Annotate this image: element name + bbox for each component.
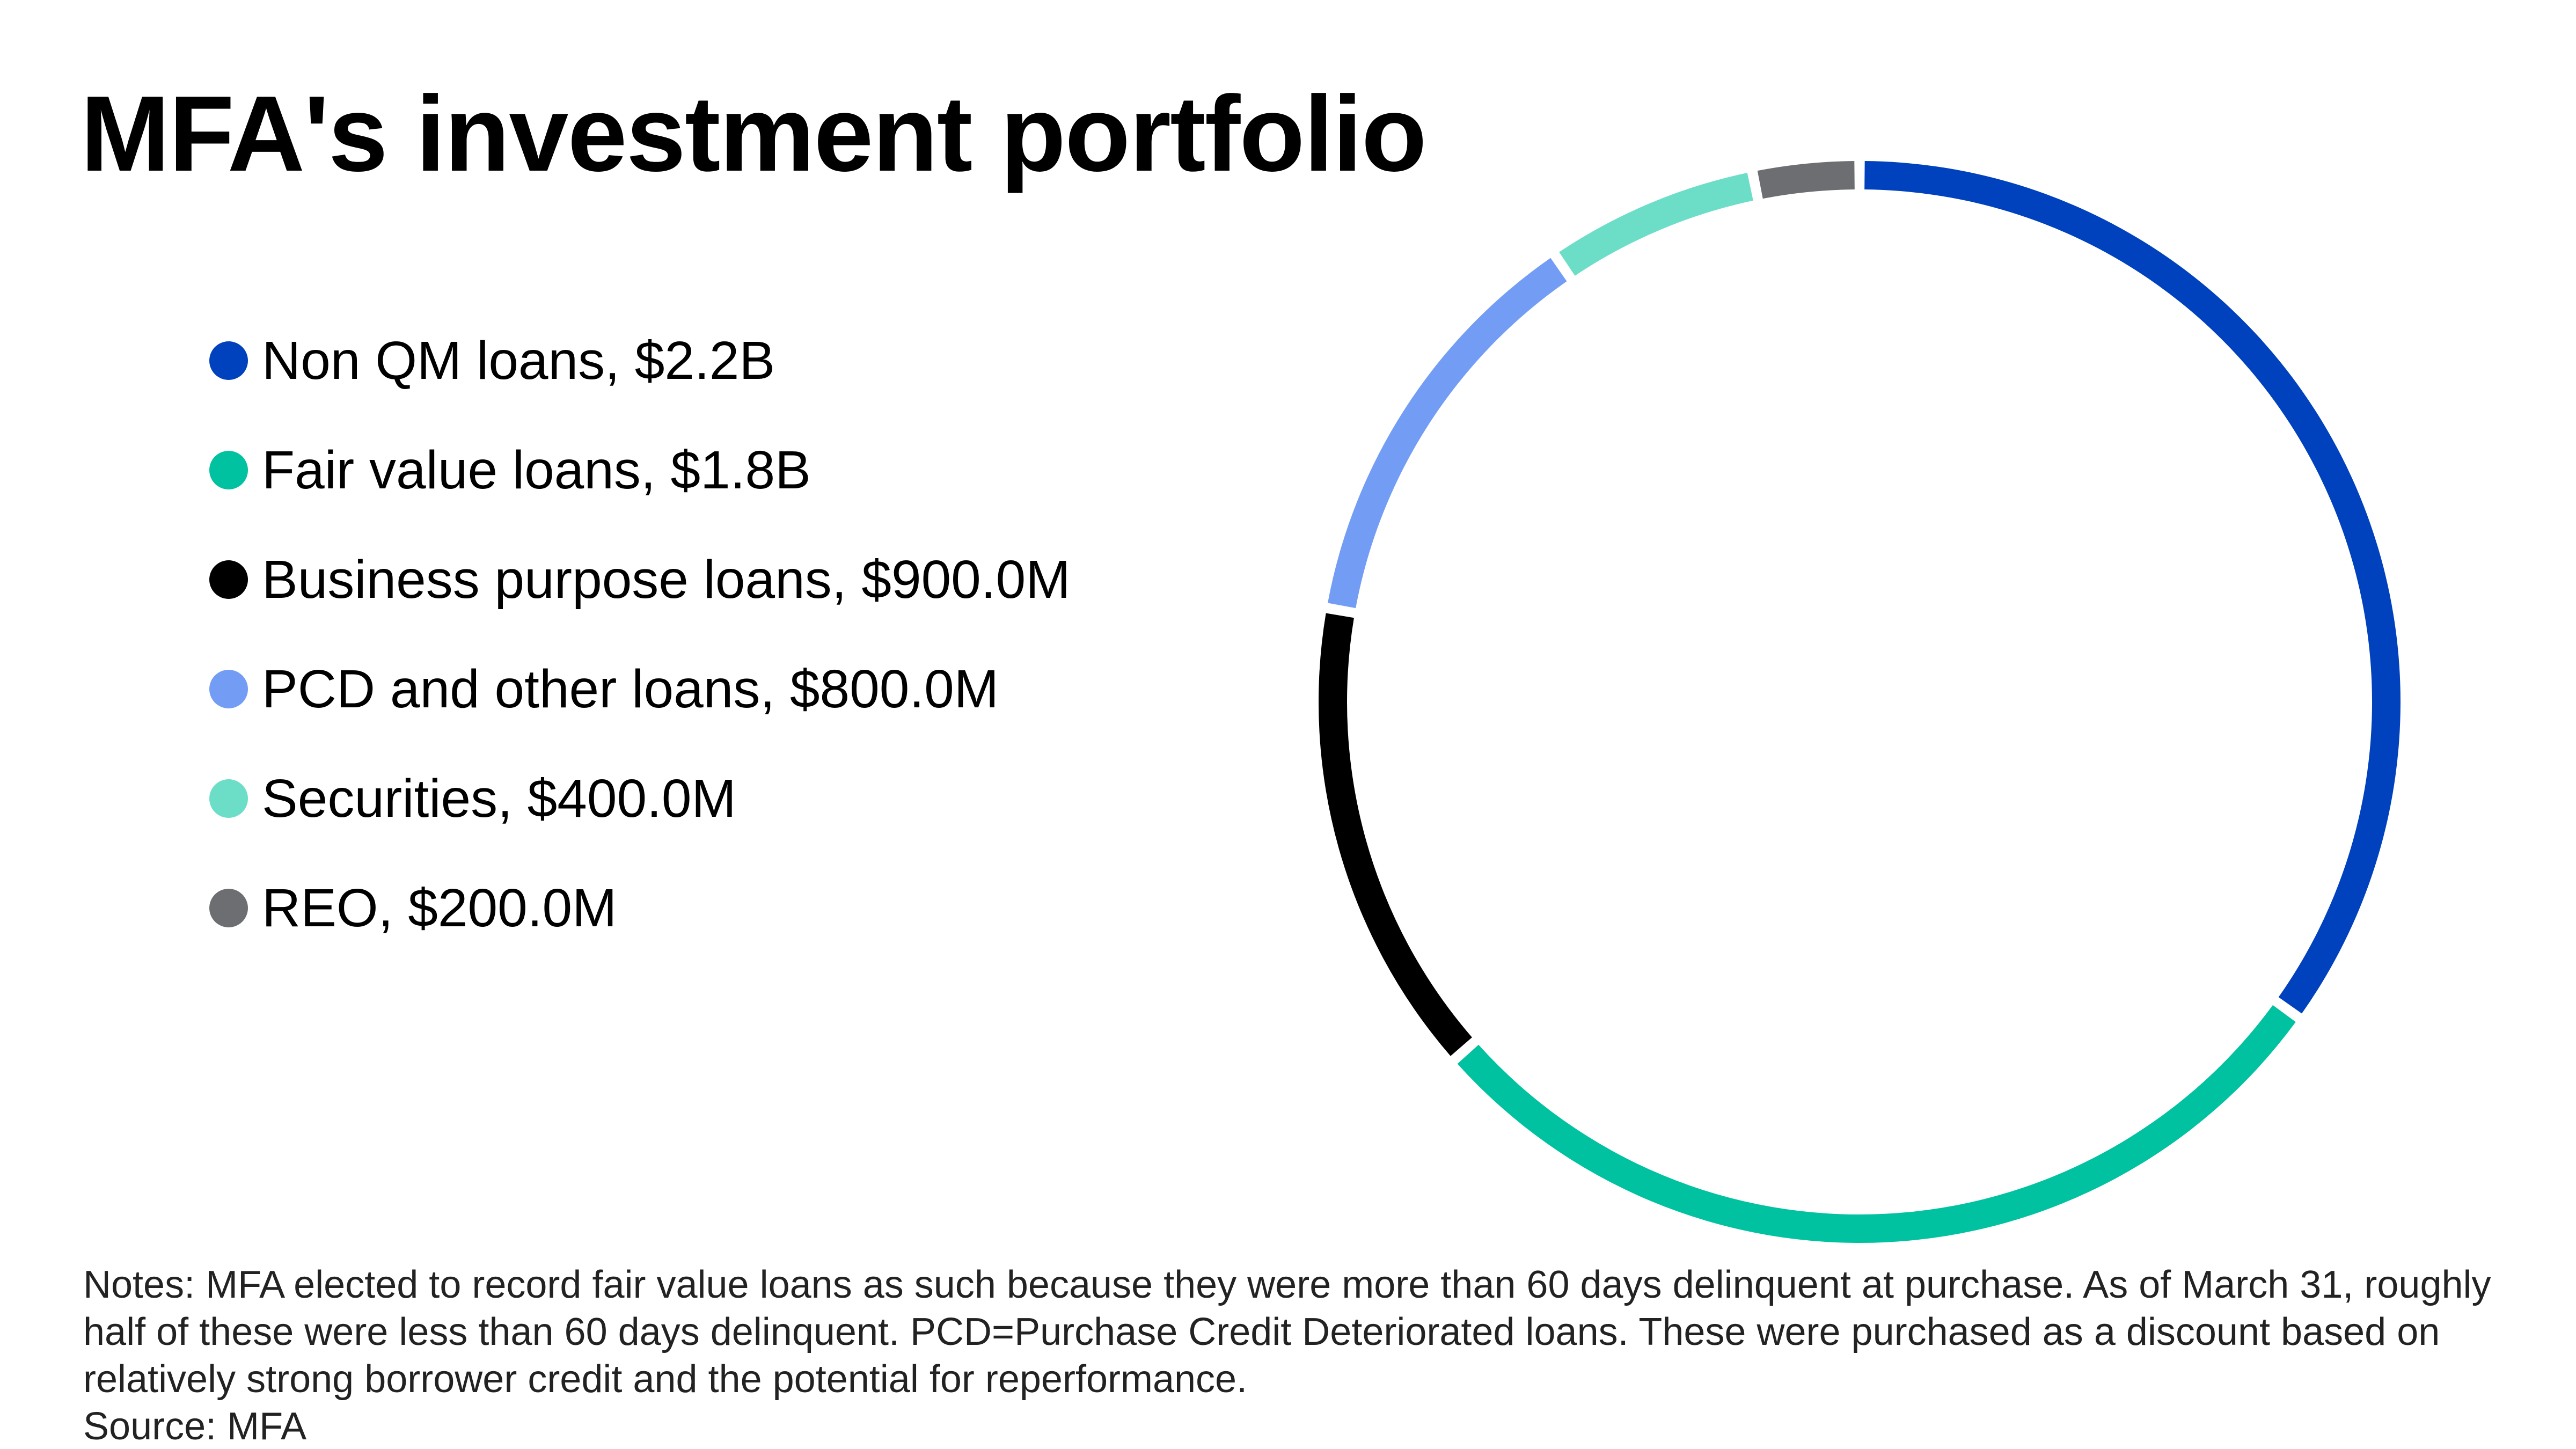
donut-slice <box>1559 172 1753 276</box>
notes-text: Notes: MFA elected to record fair value … <box>83 1263 2491 1401</box>
legend-label: REO, $200.0M <box>262 878 617 938</box>
legend-swatch <box>209 889 248 927</box>
legend-swatch <box>209 451 248 489</box>
donut-slice <box>1457 1005 2296 1243</box>
donut-slice <box>1319 613 1472 1056</box>
chart-title: MFA's investment portfolio <box>80 74 1427 194</box>
legend-label: Non QM loans, $2.2B <box>262 331 775 391</box>
notes-block: Notes: MFA elected to record fair value … <box>83 1261 2498 1449</box>
source-text: Source: MFA <box>83 1405 307 1448</box>
legend-label: PCD and other loans, $800.0M <box>262 659 999 719</box>
legend-swatch <box>209 779 248 818</box>
donut-slice <box>1864 161 2401 1014</box>
donut-slice <box>1757 161 1855 199</box>
legend-item: Business purpose loans, $900.0M <box>209 525 1071 634</box>
legend-label: Securities, $400.0M <box>262 769 736 829</box>
legend-item: Non QM loans, $2.2B <box>209 306 1071 415</box>
legend-swatch <box>209 560 248 599</box>
donut-slices <box>1319 161 2401 1243</box>
legend-label: Business purpose loans, $900.0M <box>262 550 1071 610</box>
legend-item: Securities, $400.0M <box>209 744 1071 853</box>
legend-swatch <box>209 670 248 708</box>
legend-item: PCD and other loans, $800.0M <box>209 634 1071 744</box>
legend-swatch <box>209 341 248 380</box>
legend: Non QM loans, $2.2B Fair value loans, $1.… <box>209 306 1071 963</box>
donut-slice <box>1328 258 1567 609</box>
legend-label: Fair value loans, $1.8B <box>262 440 811 500</box>
legend-item: Fair value loans, $1.8B <box>209 415 1071 525</box>
legend-item: REO, $200.0M <box>209 853 1071 963</box>
